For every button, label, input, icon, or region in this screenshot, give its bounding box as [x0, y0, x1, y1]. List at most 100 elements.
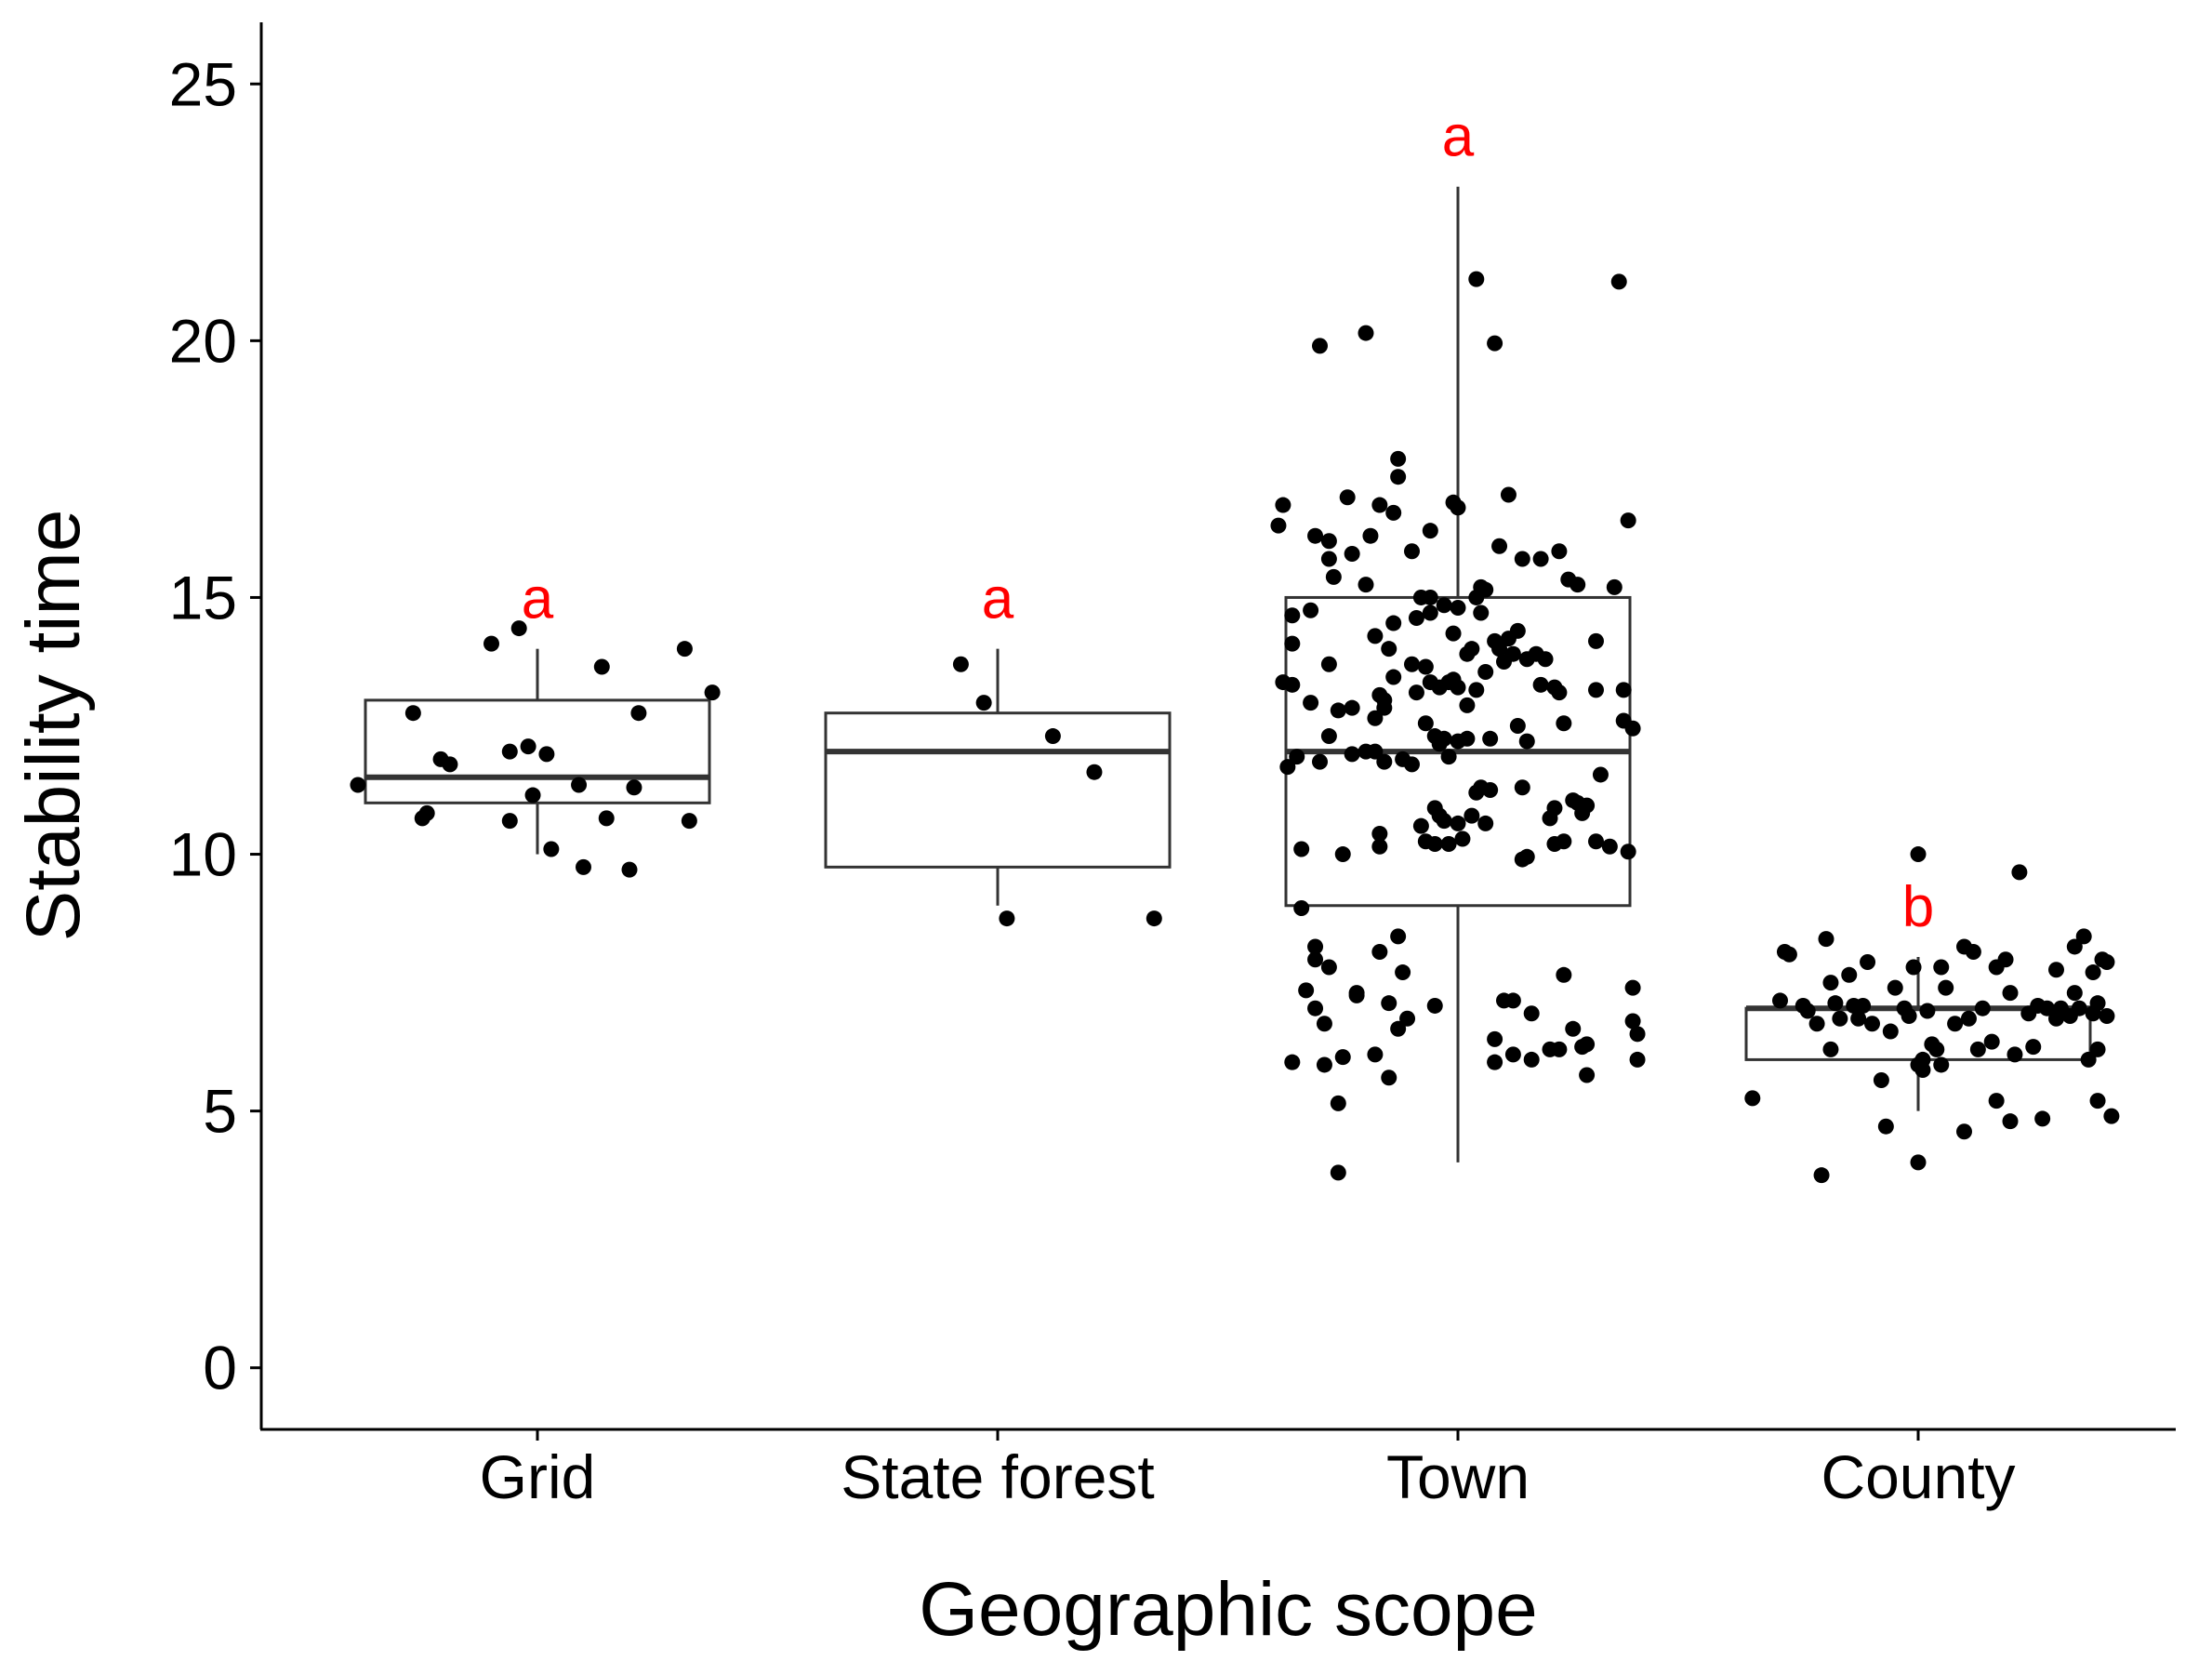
data-point: [2099, 954, 2115, 971]
data-point: [1887, 979, 1903, 996]
data-point: [2089, 995, 2106, 1012]
data-point: [1293, 841, 1310, 857]
data-point: [1841, 966, 1858, 983]
data-point: [524, 787, 541, 804]
data-point: [2034, 1110, 2051, 1127]
data-point: [1799, 1003, 1816, 1019]
data-point: [1744, 1090, 1761, 1107]
data-point: [1624, 720, 1641, 737]
data-point: [1371, 943, 1388, 960]
data-point: [1532, 551, 1549, 567]
data-point: [1450, 679, 1466, 696]
data-point: [1307, 527, 1324, 544]
data-point: [1504, 992, 1521, 1009]
data-point: [1504, 645, 1521, 662]
data-point: [1514, 551, 1530, 567]
data-point: [2103, 1108, 2120, 1124]
data-point: [2080, 1051, 2097, 1068]
data-point: [2002, 1113, 2019, 1130]
data-point: [1988, 1093, 2005, 1109]
data-point: [1620, 512, 1636, 529]
data-point: [1426, 836, 1443, 853]
data-point: [1367, 710, 1384, 726]
y-tick-label: 25: [169, 49, 237, 118]
data-point: [1933, 1056, 1950, 1073]
data-point: [1298, 982, 1315, 999]
box-grid: [364, 648, 711, 855]
data-point: [1307, 1000, 1324, 1016]
significance-letter: a: [1442, 104, 1475, 168]
data-point: [1491, 538, 1508, 554]
data-point: [1440, 836, 1457, 853]
data-point: [1974, 1000, 1991, 1016]
data-point: [404, 705, 421, 722]
data-point: [1620, 844, 1636, 860]
data-point: [1832, 1010, 1848, 1027]
data-point: [952, 656, 969, 672]
data-point: [1629, 1026, 1646, 1043]
data-point: [1808, 1016, 1825, 1032]
x-category-label: Grid: [480, 1442, 596, 1511]
data-point: [442, 756, 458, 773]
data-point: [1445, 625, 1462, 642]
data-point: [1500, 486, 1517, 503]
data-point: [1454, 830, 1471, 847]
data-point: [1537, 651, 1554, 668]
data-point: [1514, 779, 1530, 796]
data-point: [1606, 578, 1623, 595]
box-county: [1744, 956, 2092, 1111]
data-point: [1044, 728, 1061, 745]
data-point: [1330, 702, 1346, 719]
data-point: [975, 695, 992, 711]
data-point: [1928, 1041, 1945, 1057]
data-point: [1965, 943, 1981, 960]
data-point: [1588, 632, 1604, 649]
significance-letter: a: [982, 566, 1014, 631]
data-point: [1491, 641, 1508, 658]
data-point: [1464, 641, 1480, 658]
data-point: [538, 746, 555, 763]
y-tick-label: 5: [203, 1077, 237, 1146]
data-point: [1426, 997, 1443, 1014]
data-point: [1376, 699, 1393, 716]
data-point: [1330, 1095, 1346, 1111]
data-point: [1997, 951, 2014, 968]
data-point: [1504, 1046, 1521, 1063]
data-point: [2002, 985, 2019, 1002]
data-point: [1390, 469, 1407, 485]
data-point: [1518, 848, 1535, 865]
data-point: [1303, 602, 1319, 618]
data-point: [1487, 335, 1503, 352]
data-point: [1610, 273, 1627, 290]
data-point: [2007, 1046, 2023, 1063]
data-point: [1464, 807, 1480, 824]
data-point: [1910, 846, 1927, 863]
data-point: [1588, 682, 1604, 698]
data-point: [1339, 489, 1356, 506]
data-point: [1390, 1020, 1407, 1037]
data-point: [520, 738, 536, 755]
data-point: [1781, 946, 1797, 963]
data-point: [1422, 523, 1438, 539]
data-point: [1307, 938, 1324, 955]
data-point: [2075, 928, 2092, 945]
data-point: [1303, 695, 1319, 711]
y-tick-label: 0: [203, 1334, 237, 1402]
data-point: [1910, 1154, 1927, 1171]
data-point: [576, 858, 591, 875]
axes: [259, 22, 2176, 1431]
data-point: [1376, 753, 1393, 770]
data-point: [1404, 656, 1420, 672]
data-point: [1417, 658, 1434, 675]
data-point: [1551, 684, 1568, 701]
y-tick-label: 20: [169, 306, 237, 375]
data-point: [1436, 813, 1452, 830]
data-point: [2099, 1007, 2115, 1024]
data-point: [1551, 1041, 1568, 1057]
data-point: [1371, 497, 1388, 513]
x-axis-title: Geographic scope: [919, 1567, 1538, 1652]
data-point: [1873, 1072, 1889, 1089]
data-point: [1983, 1033, 2000, 1050]
data-point: [1468, 682, 1485, 698]
data-point: [1570, 577, 1586, 593]
